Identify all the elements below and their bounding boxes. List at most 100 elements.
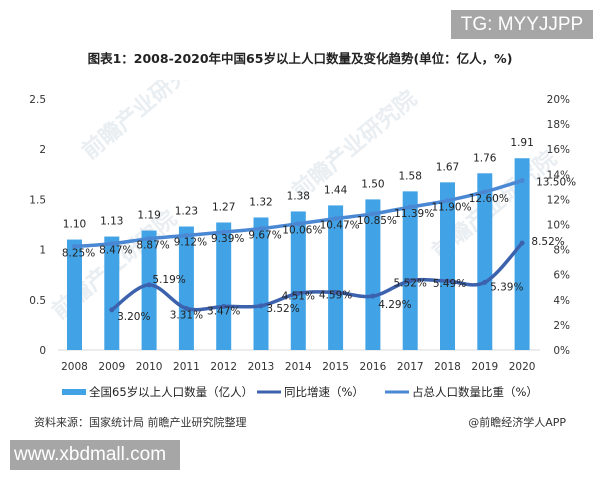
combo-chart: 前瞻产业研究院前瞻产业研究院前瞻产业研究院前瞻产业研究院 00.511.522.… bbox=[29, 80, 576, 399]
growth-value-label: 5.39% bbox=[490, 281, 523, 293]
x-tick-label: 2010 bbox=[136, 361, 163, 373]
x-tick-label: 2018 bbox=[434, 361, 461, 373]
share-value-label: 10.47% bbox=[320, 220, 360, 232]
bar-series-population bbox=[67, 158, 530, 350]
growth-point bbox=[370, 293, 376, 299]
legend-label: 占总人口数量比重（%） bbox=[412, 385, 538, 399]
bar-value-label: 1.13 bbox=[100, 216, 123, 228]
share-value-label: 10.06% bbox=[282, 225, 322, 237]
share-point bbox=[407, 204, 413, 210]
legend-item: 占总人口数量比重（%） bbox=[385, 385, 538, 399]
x-tick-label: 2019 bbox=[471, 361, 498, 373]
tg-watermark-badge: TG: MYYJJPP bbox=[451, 10, 593, 39]
share-value-label: 8.25% bbox=[62, 247, 95, 259]
share-point bbox=[295, 221, 301, 227]
y-tick-label: 1.5 bbox=[29, 194, 46, 206]
growth-point bbox=[183, 305, 189, 311]
y2-tick-label: 0% bbox=[553, 345, 570, 357]
growth-point bbox=[519, 240, 525, 246]
watermark-text: 前瞻产业研究院 bbox=[287, 86, 422, 205]
share-point bbox=[482, 189, 488, 195]
growth-point bbox=[445, 278, 450, 284]
bar-value-label: 1.44 bbox=[324, 184, 348, 196]
growth-value-label: 5.52% bbox=[394, 278, 427, 290]
y2-tick-label: 6% bbox=[553, 270, 570, 282]
share-point bbox=[370, 211, 376, 217]
bar-value-label: 1.67 bbox=[436, 161, 459, 173]
legend-bar-swatch bbox=[62, 389, 86, 395]
share-value-label: 11.39% bbox=[394, 208, 434, 220]
growth-value-label: 5.49% bbox=[433, 278, 466, 290]
bar bbox=[178, 226, 194, 350]
growth-value-label: 4.59% bbox=[319, 289, 352, 301]
y2-tick-label: 10% bbox=[547, 220, 570, 232]
y-tick-label: 2 bbox=[39, 144, 46, 156]
x-tick-label: 2009 bbox=[98, 361, 125, 373]
y2-tick-label: 12% bbox=[547, 194, 570, 206]
growth-point bbox=[407, 278, 413, 284]
bar-data-labels: 1.10 1.13 1.19 1.23 1.27 1.32 1.38 1.44 1.50 1.58… bbox=[63, 137, 534, 230]
bar bbox=[365, 199, 381, 350]
x-tick-label: 2012 bbox=[210, 361, 237, 373]
share-value-label: 13.50% bbox=[536, 177, 576, 189]
growth-point bbox=[146, 282, 152, 288]
share-value-label: 9.67% bbox=[248, 230, 281, 242]
share-value-label: 9.39% bbox=[211, 233, 244, 245]
y2-tick-label: 20% bbox=[547, 94, 570, 106]
share-point bbox=[333, 216, 339, 222]
bar bbox=[514, 158, 530, 350]
x-tick-label: 2017 bbox=[397, 361, 424, 373]
share-value-label: 12.60% bbox=[469, 193, 509, 205]
y2-tick-label: 4% bbox=[553, 295, 570, 307]
bar bbox=[440, 182, 455, 350]
x-axis-labels: 2008 2009 2010 2011 2012 2013 2014 2015 2016 2017… bbox=[61, 361, 535, 373]
share-value-label: 8.47% bbox=[99, 245, 132, 257]
legend-label: 同比增速（%） bbox=[284, 385, 364, 399]
growth-value-label: 3.47% bbox=[207, 305, 240, 317]
y-tick-label: 1 bbox=[39, 245, 46, 257]
bar bbox=[402, 191, 418, 350]
bar bbox=[328, 205, 344, 350]
growth-value-label: 4.51% bbox=[282, 290, 315, 302]
y-tick-label: 2.5 bbox=[29, 94, 46, 106]
legend-item: 同比增速（%） bbox=[257, 385, 364, 399]
legend-item: 全国65岁以上人口数量（亿人） bbox=[62, 385, 253, 399]
x-tick-label: 2011 bbox=[173, 361, 200, 373]
share-value-label: 10.85% bbox=[357, 215, 397, 227]
growth-point bbox=[221, 303, 227, 309]
growth-value-label: 8.52% bbox=[531, 236, 564, 248]
growth-value-label: 3.20% bbox=[117, 311, 150, 323]
share-point bbox=[258, 226, 264, 232]
share-point bbox=[221, 229, 227, 235]
bar-value-label: 1.10 bbox=[63, 219, 86, 231]
bar bbox=[67, 239, 82, 350]
share-value-label: 11.90% bbox=[431, 202, 471, 214]
share-point bbox=[445, 198, 450, 204]
bar-value-label: 1.91 bbox=[510, 137, 533, 149]
bar-value-label: 1.76 bbox=[473, 152, 497, 164]
bar bbox=[104, 236, 120, 350]
y2-tick-label: 8% bbox=[553, 245, 570, 257]
growth-point bbox=[295, 290, 301, 296]
growth-value-label: 5.19% bbox=[152, 274, 185, 286]
bar bbox=[216, 222, 232, 350]
growth-value-label: 3.31% bbox=[170, 309, 203, 321]
share-value-label: 9.12% bbox=[174, 237, 207, 249]
y-axis-left: 0 0.5 1 1.5 2 2.5 bbox=[29, 94, 46, 357]
growth-line-path bbox=[110, 241, 524, 312]
x-tick-label: 2014 bbox=[285, 361, 312, 373]
y2-tick-label: 14% bbox=[547, 169, 570, 181]
x-tick-label: 2015 bbox=[322, 361, 349, 373]
watermark-text: 前瞻产业研究院 bbox=[77, 80, 212, 165]
share-value-label: 8.87% bbox=[136, 240, 169, 252]
bar-value-label: 1.32 bbox=[249, 196, 272, 208]
share-point bbox=[146, 236, 152, 242]
bar bbox=[141, 230, 157, 350]
x-tick-label: 2013 bbox=[248, 361, 275, 373]
line-series-share: 8.25% 8.47% 8.87% 9.12% 9.39% 9.67% 10.06%10.4… bbox=[62, 177, 576, 260]
growth-value-label: 4.29% bbox=[378, 299, 411, 311]
y-tick-label: 0 bbox=[39, 345, 46, 357]
growth-point bbox=[258, 303, 264, 309]
growth-point bbox=[109, 307, 115, 313]
share-point bbox=[519, 178, 525, 184]
